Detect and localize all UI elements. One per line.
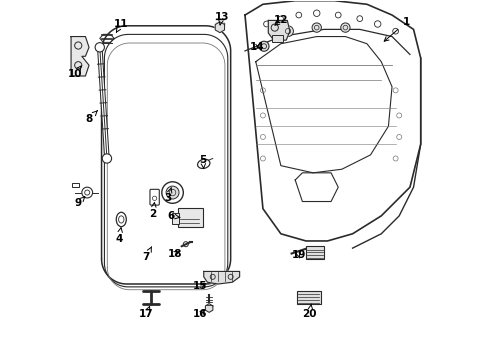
Text: 12: 12 <box>273 15 288 26</box>
Text: 16: 16 <box>193 310 207 319</box>
Circle shape <box>102 154 112 163</box>
FancyBboxPatch shape <box>172 213 179 225</box>
Text: 9: 9 <box>74 197 85 208</box>
Text: 1: 1 <box>384 17 410 41</box>
Polygon shape <box>215 22 224 33</box>
Circle shape <box>341 23 350 32</box>
Circle shape <box>95 42 104 52</box>
FancyBboxPatch shape <box>296 291 320 304</box>
Ellipse shape <box>197 159 210 168</box>
FancyBboxPatch shape <box>306 246 324 259</box>
Circle shape <box>162 182 183 203</box>
FancyBboxPatch shape <box>272 36 283 42</box>
Text: 15: 15 <box>193 281 207 291</box>
FancyBboxPatch shape <box>178 208 203 227</box>
Circle shape <box>259 41 269 51</box>
Text: 10: 10 <box>68 66 82 79</box>
Circle shape <box>312 23 321 32</box>
Polygon shape <box>71 37 89 76</box>
Text: 6: 6 <box>167 211 180 221</box>
FancyBboxPatch shape <box>72 183 78 187</box>
Text: 8: 8 <box>85 111 98 124</box>
Circle shape <box>166 186 179 199</box>
FancyBboxPatch shape <box>150 189 159 205</box>
Text: 14: 14 <box>250 42 265 52</box>
Polygon shape <box>204 271 240 284</box>
Text: 11: 11 <box>114 19 128 32</box>
Polygon shape <box>269 21 290 40</box>
Polygon shape <box>205 304 213 312</box>
Text: 13: 13 <box>215 12 229 25</box>
Text: 20: 20 <box>302 304 317 319</box>
Text: 19: 19 <box>292 250 306 260</box>
Circle shape <box>82 187 93 198</box>
Text: 17: 17 <box>139 306 154 319</box>
Text: 4: 4 <box>115 228 122 244</box>
Circle shape <box>283 26 294 37</box>
Text: 7: 7 <box>143 247 151 262</box>
Text: 2: 2 <box>149 203 156 219</box>
Text: 5: 5 <box>199 155 207 168</box>
Text: 18: 18 <box>168 248 182 258</box>
Text: 3: 3 <box>164 188 172 203</box>
Ellipse shape <box>116 212 126 226</box>
